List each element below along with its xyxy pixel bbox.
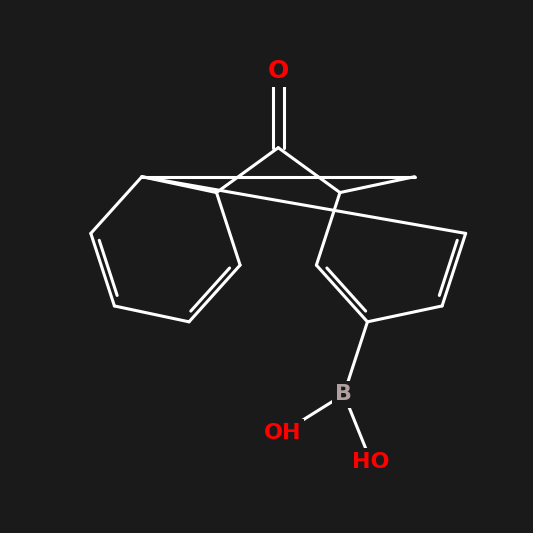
Text: OH: OH [264,423,301,443]
Text: HO: HO [352,451,390,472]
Text: B: B [335,384,352,405]
Text: O: O [268,59,289,83]
